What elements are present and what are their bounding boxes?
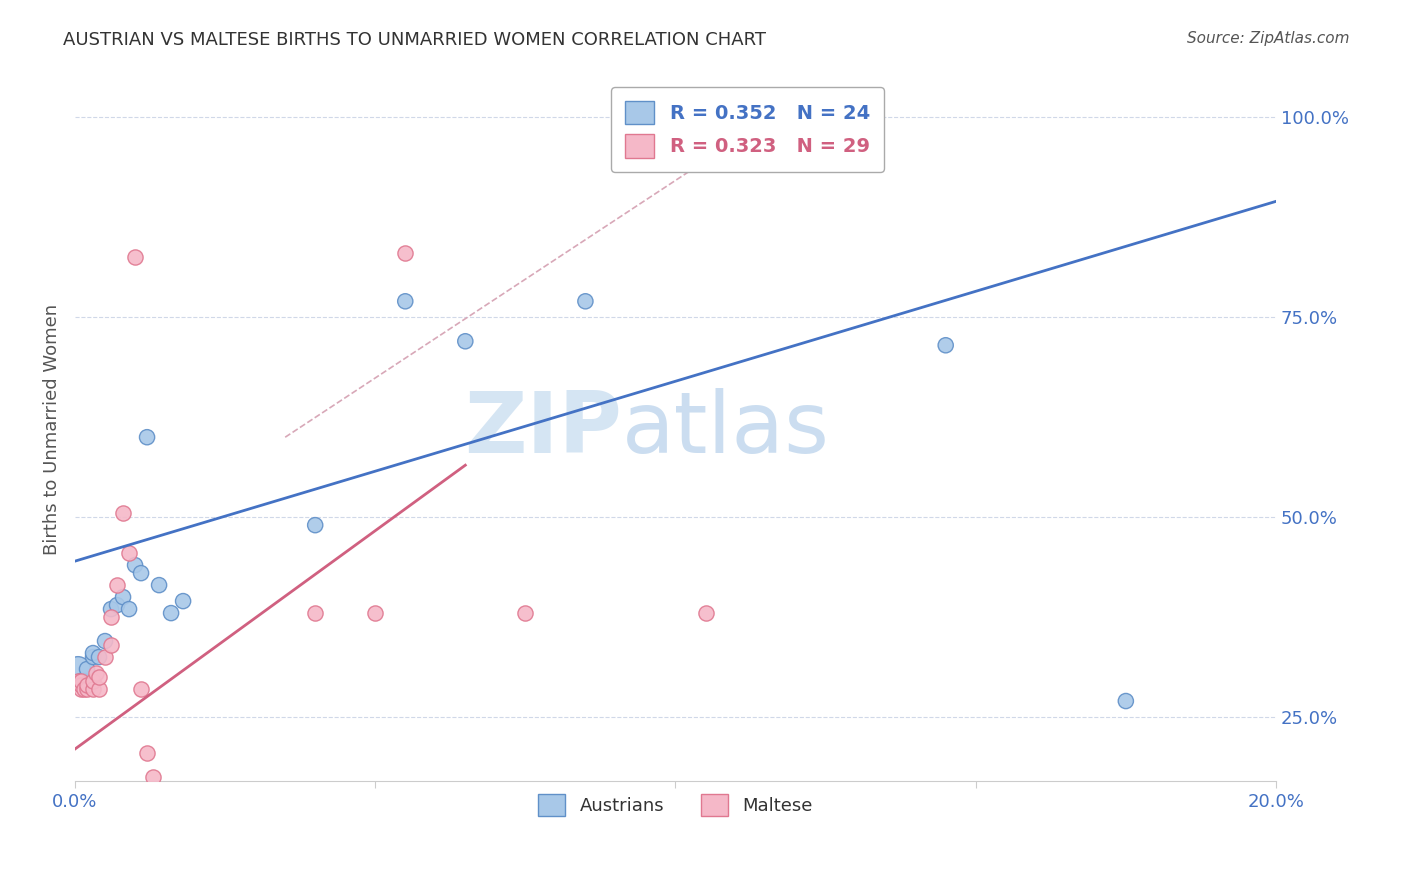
- Point: [129, 566, 152, 581]
- Point: [574, 294, 596, 309]
- Point: [76, 681, 98, 696]
- Text: ZIP: ZIP: [464, 388, 621, 471]
- Point: [160, 606, 183, 620]
- Point: [73, 674, 96, 689]
- Point: [634, 142, 657, 156]
- Point: [124, 250, 146, 264]
- Point: [100, 638, 122, 652]
- Point: [142, 770, 165, 784]
- Point: [112, 590, 135, 604]
- Point: [82, 646, 104, 660]
- Point: [94, 634, 117, 648]
- Point: [394, 246, 416, 260]
- Point: [394, 294, 416, 309]
- Text: AUSTRIAN VS MALTESE BIRTHS TO UNMARRIED WOMEN CORRELATION CHART: AUSTRIAN VS MALTESE BIRTHS TO UNMARRIED …: [63, 31, 766, 49]
- Point: [70, 674, 93, 689]
- Point: [76, 662, 98, 676]
- Legend: Austrians, Maltese: Austrians, Maltese: [530, 785, 821, 825]
- Text: Source: ZipAtlas.com: Source: ZipAtlas.com: [1187, 31, 1350, 46]
- Point: [105, 598, 128, 612]
- Point: [70, 681, 93, 696]
- Point: [100, 610, 122, 624]
- Point: [73, 681, 96, 696]
- Point: [304, 606, 326, 620]
- Point: [935, 338, 957, 352]
- Point: [84, 666, 107, 681]
- Point: [100, 602, 122, 616]
- Point: [66, 674, 89, 689]
- Point: [118, 546, 141, 560]
- Point: [1115, 694, 1137, 708]
- Point: [304, 518, 326, 533]
- Point: [148, 578, 170, 592]
- Point: [364, 606, 387, 620]
- Point: [454, 334, 477, 349]
- Y-axis label: Births to Unmarried Women: Births to Unmarried Women: [44, 303, 60, 555]
- Point: [136, 430, 159, 444]
- Point: [136, 746, 159, 760]
- Text: atlas: atlas: [621, 388, 830, 471]
- Point: [66, 662, 89, 676]
- Point: [87, 650, 110, 665]
- Point: [153, 830, 176, 844]
- Point: [148, 802, 170, 816]
- Point: [70, 678, 93, 692]
- Point: [112, 506, 135, 520]
- Point: [87, 670, 110, 684]
- Point: [82, 674, 104, 689]
- Point: [87, 681, 110, 696]
- Point: [82, 681, 104, 696]
- Point: [82, 650, 104, 665]
- Point: [695, 606, 717, 620]
- Point: [118, 602, 141, 616]
- Point: [94, 650, 117, 665]
- Point: [515, 606, 537, 620]
- Point: [172, 594, 194, 608]
- Point: [105, 578, 128, 592]
- Point: [129, 681, 152, 696]
- Point: [124, 558, 146, 573]
- Point: [76, 678, 98, 692]
- Point: [70, 674, 93, 689]
